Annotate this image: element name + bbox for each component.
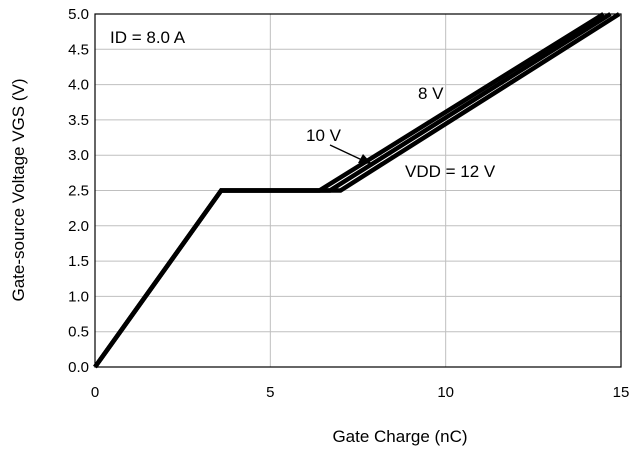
annotation-8v: 8 V — [418, 84, 444, 103]
y-tick-label: 1.5 — [68, 253, 89, 270]
current-annotation: ID = 8.0 A — [110, 28, 186, 47]
plot-frame — [94, 13, 622, 368]
annotation-arrow-line — [329, 144, 363, 161]
x-tick-label: 10 — [437, 384, 454, 401]
y-tick-label: 3.5 — [68, 112, 89, 129]
series-line-3 — [93, 12, 621, 369]
y-tick-label: 3.0 — [68, 147, 89, 164]
x-tick-label: 15 — [613, 384, 630, 401]
y-tick-label: 4.5 — [68, 41, 89, 58]
y-tick-label: 1.0 — [68, 288, 89, 305]
y-tick-label: 0.0 — [68, 359, 89, 376]
y-axis-title: Gate-source Voltage VGS (V) — [9, 79, 28, 302]
y-tick-labels: 0.0 0.5 1.0 1.5 2.0 2.5 3.0 3.5 4.0 4.5 5.0 — [68, 6, 89, 376]
annotation-arrow-head — [358, 154, 372, 164]
annotation-vdd-12v: VDD = 12 V — [405, 162, 496, 181]
series-lines — [93, 12, 621, 369]
x-tick-label: 5 — [266, 384, 274, 401]
y-tick-label: 2.5 — [68, 183, 89, 200]
y-tick-label: 0.5 — [68, 324, 89, 341]
grid-lines — [95, 14, 621, 367]
y-tick-label: 4.0 — [68, 77, 89, 94]
y-tick-label: 5.0 — [68, 6, 89, 23]
x-tick-labels: 0 5 10 15 — [91, 384, 630, 401]
x-axis-title: Gate Charge (nC) — [332, 427, 467, 446]
y-tick-label: 2.0 — [68, 218, 89, 235]
annotation-10v: 10 V — [306, 126, 342, 145]
x-tick-label: 0 — [91, 384, 99, 401]
